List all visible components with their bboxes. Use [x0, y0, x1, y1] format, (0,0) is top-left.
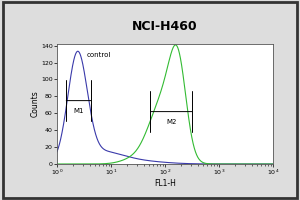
X-axis label: FL1-H: FL1-H: [154, 179, 176, 188]
Text: control: control: [87, 52, 111, 58]
Text: M1: M1: [73, 108, 84, 114]
Text: M2: M2: [166, 119, 176, 125]
Y-axis label: Counts: Counts: [31, 91, 40, 117]
Text: NCI-H460: NCI-H460: [132, 20, 198, 33]
